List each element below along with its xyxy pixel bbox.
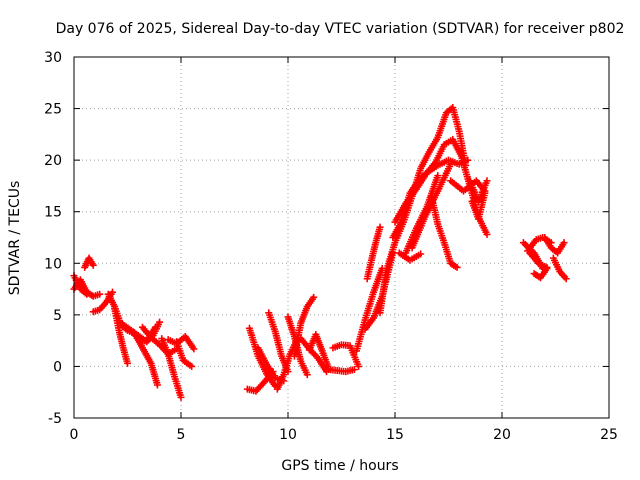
y-tick-label: 15	[44, 205, 62, 221]
x-axis-label: GPS time / hours	[281, 458, 398, 474]
series-arc-32	[395, 249, 425, 264]
data-point	[453, 263, 461, 271]
data-point	[447, 160, 455, 168]
series-arc-22	[325, 366, 358, 376]
series-arc-31	[408, 160, 455, 252]
series-arc-15	[254, 344, 288, 385]
series-arc-23	[329, 341, 363, 370]
data-point	[560, 239, 568, 247]
data-point	[89, 261, 97, 269]
data-point	[151, 323, 159, 331]
data-point	[109, 288, 117, 296]
chart-title: Day 076 of 2025, Sidereal Day-to-day VTE…	[56, 21, 625, 37]
data-point	[190, 345, 198, 353]
x-tick-label: 10	[279, 427, 297, 443]
y-tick-label: 10	[44, 256, 62, 272]
y-axis-label: SDTVAR / TECUs	[7, 181, 23, 296]
data-point	[464, 156, 472, 164]
data-point	[303, 371, 311, 379]
y-tick-label: 5	[53, 308, 62, 324]
series-arc-17	[273, 337, 301, 393]
data-point	[188, 362, 196, 370]
series-arc-29	[391, 156, 472, 226]
data-point	[543, 264, 551, 272]
y-tick-label: -5	[48, 411, 62, 427]
series-arc-36	[468, 189, 489, 223]
data-point	[310, 293, 318, 301]
series-arc-42	[549, 254, 570, 283]
series-arc-25	[363, 223, 384, 283]
data-point	[96, 290, 104, 298]
x-tick-label: 15	[386, 427, 404, 443]
series-arc-6	[111, 305, 131, 367]
series-arc-33	[427, 192, 461, 271]
series-arc-8	[130, 328, 161, 389]
data-point	[417, 250, 425, 258]
data-point	[177, 393, 185, 401]
series-arc-21	[305, 330, 333, 372]
series-arc-2	[81, 254, 97, 271]
tick-labels: 0 5 10 15 20 25 -5 0 5 10 15 20 25 30	[44, 50, 618, 443]
data-point	[153, 381, 161, 389]
series-arc-12	[173, 338, 196, 370]
x-tick-label: 0	[70, 427, 79, 443]
data-point	[376, 223, 384, 231]
series-arc-41	[541, 234, 568, 257]
y-tick-label: 20	[44, 153, 62, 169]
data-point	[481, 189, 489, 197]
series-arc-40	[530, 264, 551, 282]
y-tick-label: 30	[44, 50, 62, 66]
data-points	[70, 104, 570, 401]
x-tick-label: 25	[600, 427, 618, 443]
data-point	[350, 366, 358, 374]
series-arc-10	[158, 335, 185, 401]
x-tick-label: 5	[177, 427, 186, 443]
y-tick-label: 0	[53, 359, 62, 375]
data-point	[124, 359, 131, 367]
data-point	[83, 290, 91, 298]
data-point	[355, 362, 363, 370]
y-tick-label: 25	[44, 102, 62, 118]
data-point	[434, 172, 442, 180]
data-point	[562, 275, 570, 283]
data-point	[483, 177, 491, 185]
series-arc-19	[290, 293, 318, 360]
data-point	[483, 230, 491, 238]
data-point	[156, 318, 164, 326]
plot-frame	[73, 56, 610, 419]
x-tick-label: 20	[493, 427, 511, 443]
series-arc-35	[466, 177, 491, 205]
